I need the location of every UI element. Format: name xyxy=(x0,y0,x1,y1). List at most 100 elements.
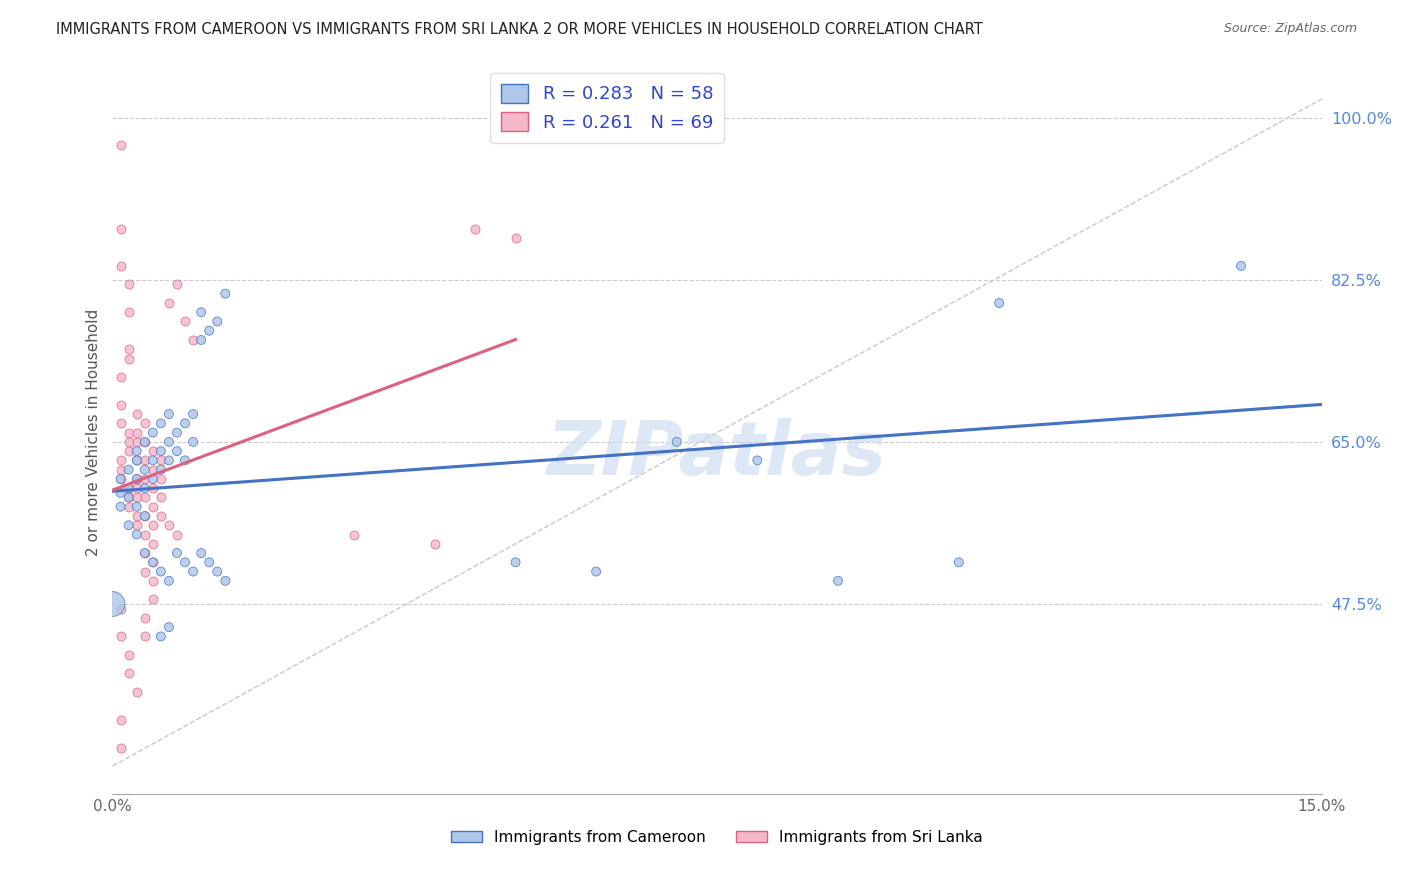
Point xyxy=(142,555,165,569)
Point xyxy=(190,546,212,560)
Y-axis label: 2 or more Vehicles in Household: 2 or more Vehicles in Household xyxy=(86,309,101,557)
Point xyxy=(747,453,769,467)
Point xyxy=(110,713,132,727)
Point xyxy=(117,305,139,319)
Point xyxy=(214,574,236,588)
Point xyxy=(134,527,156,541)
Point xyxy=(827,574,849,588)
Point xyxy=(181,407,204,421)
Point xyxy=(174,453,197,467)
Text: IMMIGRANTS FROM CAMEROON VS IMMIGRANTS FROM SRI LANKA 2 OR MORE VEHICLES IN HOUS: IMMIGRANTS FROM CAMEROON VS IMMIGRANTS F… xyxy=(56,22,983,37)
Point xyxy=(125,481,148,495)
Point xyxy=(134,453,156,467)
Point xyxy=(117,491,139,505)
Point xyxy=(110,740,132,755)
Point xyxy=(117,434,139,449)
Point xyxy=(125,472,148,486)
Point xyxy=(110,472,132,486)
Point xyxy=(117,343,139,357)
Point xyxy=(117,481,139,495)
Point xyxy=(117,463,139,477)
Point xyxy=(125,508,148,523)
Text: Source: ZipAtlas.com: Source: ZipAtlas.com xyxy=(1223,22,1357,36)
Point xyxy=(157,407,180,421)
Point xyxy=(149,508,172,523)
Point xyxy=(423,537,446,551)
Point xyxy=(464,222,486,236)
Point xyxy=(166,277,188,292)
Point xyxy=(142,555,165,569)
Point xyxy=(110,417,132,431)
Point xyxy=(125,491,148,505)
Point xyxy=(166,527,188,541)
Point xyxy=(117,481,139,495)
Point xyxy=(142,425,165,440)
Point xyxy=(117,518,139,533)
Point xyxy=(988,296,1011,310)
Point xyxy=(110,138,132,153)
Point xyxy=(125,434,148,449)
Point xyxy=(125,527,148,541)
Point xyxy=(134,546,156,560)
Point xyxy=(181,565,204,579)
Point xyxy=(157,453,180,467)
Point xyxy=(149,472,172,486)
Point xyxy=(181,434,204,449)
Point xyxy=(585,565,607,579)
Point xyxy=(505,555,527,569)
Point xyxy=(101,597,124,611)
Point xyxy=(125,453,148,467)
Point xyxy=(134,629,156,643)
Point xyxy=(134,434,156,449)
Point xyxy=(142,500,165,514)
Point xyxy=(142,472,165,486)
Point xyxy=(142,453,165,467)
Text: ZIPatlas: ZIPatlas xyxy=(547,417,887,491)
Point xyxy=(117,491,139,505)
Point xyxy=(117,500,139,514)
Point xyxy=(174,417,197,431)
Point xyxy=(117,425,139,440)
Point xyxy=(125,685,148,699)
Point xyxy=(142,518,165,533)
Point xyxy=(149,565,172,579)
Point xyxy=(125,425,148,440)
Point xyxy=(134,565,156,579)
Point xyxy=(166,546,188,560)
Point xyxy=(134,508,156,523)
Point xyxy=(214,286,236,301)
Point xyxy=(134,546,156,560)
Point xyxy=(117,444,139,458)
Point xyxy=(110,398,132,412)
Point xyxy=(166,444,188,458)
Point xyxy=(134,434,156,449)
Point xyxy=(125,518,148,533)
Point xyxy=(117,277,139,292)
Point xyxy=(117,351,139,366)
Point xyxy=(134,417,156,431)
Point xyxy=(117,648,139,662)
Legend: Immigrants from Cameroon, Immigrants from Sri Lanka: Immigrants from Cameroon, Immigrants fro… xyxy=(446,824,988,851)
Point xyxy=(665,434,688,449)
Point xyxy=(110,222,132,236)
Point xyxy=(149,444,172,458)
Point xyxy=(134,472,156,486)
Point xyxy=(157,574,180,588)
Point xyxy=(125,453,148,467)
Point xyxy=(174,314,197,328)
Point xyxy=(117,666,139,681)
Point xyxy=(198,555,221,569)
Point xyxy=(157,296,180,310)
Point xyxy=(142,574,165,588)
Point xyxy=(181,333,204,347)
Point xyxy=(149,417,172,431)
Point xyxy=(125,500,148,514)
Point xyxy=(149,629,172,643)
Point xyxy=(110,370,132,384)
Point xyxy=(125,444,148,458)
Point xyxy=(157,434,180,449)
Point xyxy=(142,592,165,607)
Point xyxy=(174,555,197,569)
Point xyxy=(125,407,148,421)
Point xyxy=(142,463,165,477)
